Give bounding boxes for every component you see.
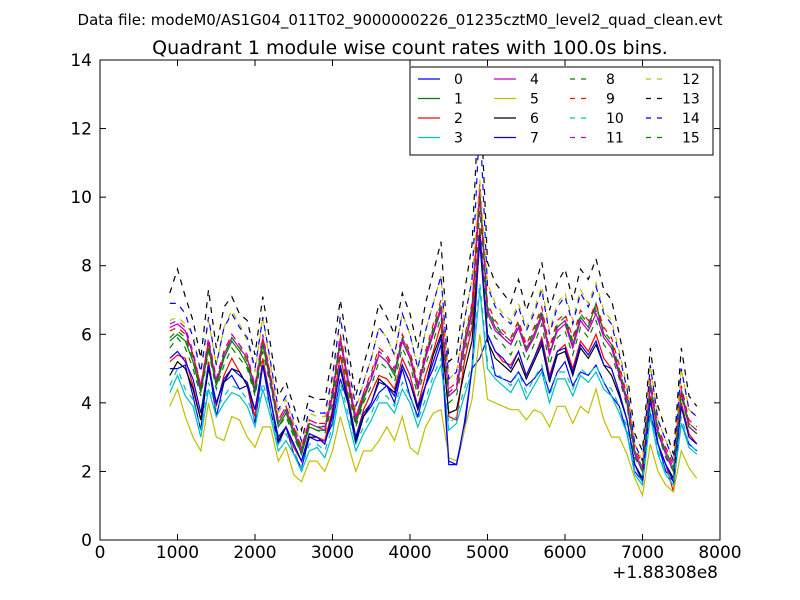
legend-label-0: 0 [454, 72, 463, 88]
x-tick-label: 5000 [466, 543, 509, 563]
series-line-15 [169, 210, 698, 474]
series-line-7 [169, 234, 698, 485]
legend-label-2: 2 [454, 111, 463, 127]
legend-label-7: 7 [530, 131, 539, 147]
series-line-0 [169, 335, 698, 484]
series-layer [169, 80, 698, 498]
series-line-4 [169, 193, 698, 474]
legend-label-15: 15 [682, 131, 700, 147]
y-tick-label: 2 [81, 462, 92, 482]
legend-box [409, 66, 714, 156]
series-line-9 [169, 183, 698, 467]
legend-label-6: 6 [530, 111, 539, 127]
y-tick-label: 4 [81, 394, 92, 414]
legend-label-12: 12 [682, 72, 700, 88]
x-tick-label: 6000 [543, 543, 586, 563]
y-tick-label: 12 [70, 120, 92, 140]
y-tick-label: 10 [70, 188, 92, 208]
axes: 0 1000 2000 3000 4000 5000 6000 7000 80000246810… [70, 51, 741, 563]
series-line-14 [169, 118, 698, 462]
series-line-12 [169, 179, 698, 462]
chart-title: Quadrant 1 module wise count rates with … [152, 37, 668, 59]
legend-label-9: 9 [606, 92, 615, 108]
suptitle: Data file: modeM0/AS1G04_011T02_90000002… [78, 11, 723, 30]
series-line-3 [169, 289, 698, 487]
x-tick-label: 0 [95, 543, 106, 563]
x-offset-label: +1.88308e8 [612, 563, 718, 583]
legend-label-14: 14 [682, 111, 700, 127]
legend-label-4: 4 [530, 72, 539, 88]
legend-label-11: 11 [606, 131, 624, 147]
legend-label-5: 5 [530, 92, 539, 108]
series-line-13 [169, 80, 698, 455]
series-line-5 [169, 334, 698, 498]
legend-label-1: 1 [454, 92, 463, 108]
legend-label-10: 10 [606, 111, 624, 127]
legend-label-13: 13 [682, 92, 700, 108]
y-tick-label: 14 [70, 51, 92, 71]
x-tick-label: 7000 [621, 543, 664, 563]
x-tick-label: 3000 [311, 543, 354, 563]
x-tick-label: 8000 [698, 543, 741, 563]
series-line-8 [169, 190, 698, 471]
y-tick-label: 0 [81, 531, 92, 551]
x-tick-label: 4000 [388, 543, 431, 563]
legend-label-3: 3 [454, 131, 463, 147]
y-tick-label: 6 [81, 325, 92, 345]
y-tick-label: 8 [81, 257, 92, 277]
series-line-11 [169, 186, 698, 471]
legend-label-8: 8 [606, 72, 615, 88]
x-tick-label: 1000 [156, 543, 199, 563]
x-tick-label: 2000 [233, 543, 276, 563]
